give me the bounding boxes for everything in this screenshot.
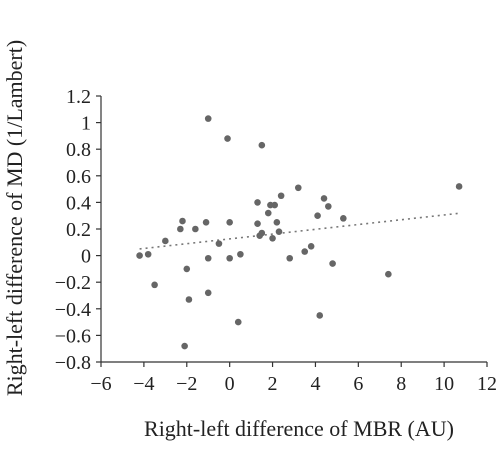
x-tick-label: 8 (396, 373, 406, 395)
y-tick-label: 0.8 (66, 139, 91, 161)
data-point (181, 342, 188, 350)
data-point (254, 220, 261, 227)
data-point (258, 141, 266, 149)
data-point (254, 199, 261, 206)
y-tick-label: −0.2 (55, 272, 91, 294)
y-tick-label: −0.4 (55, 299, 91, 321)
data-point (316, 312, 324, 319)
data-point (237, 250, 244, 258)
data-point (226, 219, 233, 226)
data-point (269, 235, 276, 242)
data-point (183, 265, 191, 273)
data-point (179, 217, 186, 225)
data-point (273, 219, 281, 226)
y-tick-label: 0 (81, 246, 91, 268)
data-point (204, 254, 212, 262)
data-point (202, 219, 210, 226)
y-tick-label: 0.2 (66, 219, 91, 241)
y-tick-label: 0.4 (66, 192, 91, 214)
y-tick-label: 1 (81, 113, 91, 135)
y-axis-title: Right-left difference of MD (1/Lambert) (2, 40, 27, 396)
y-tick-label: 1.2 (66, 86, 91, 108)
data-point (144, 250, 152, 258)
data-point (385, 270, 392, 278)
data-point (271, 201, 279, 209)
points-layer (136, 115, 463, 350)
data-point (136, 252, 143, 259)
y-tick-label: −0.8 (55, 352, 91, 374)
data-point (325, 203, 332, 210)
x-tick-label: 10 (434, 373, 454, 395)
data-point (204, 115, 212, 122)
trendline-layer (139, 212, 462, 250)
x-axis: −6 −4 −2 0 2 4 6 8 10 12 (90, 361, 497, 395)
y-tick-label: 0.6 (66, 166, 91, 188)
x-tick-label: −6 (90, 373, 111, 395)
data-point (277, 192, 285, 200)
data-point (224, 135, 231, 142)
x-tick-label: 4 (310, 373, 320, 395)
data-point (320, 195, 328, 202)
data-point (286, 254, 294, 262)
data-point (177, 225, 184, 233)
data-point (455, 183, 463, 190)
data-point (264, 209, 272, 217)
data-point (329, 260, 336, 267)
data-point (204, 289, 212, 297)
x-tick-label: 12 (477, 373, 497, 395)
data-point (258, 229, 266, 237)
y-tick-label: −0.6 (55, 325, 91, 347)
data-point (234, 318, 242, 326)
x-tick-label: −2 (176, 373, 197, 395)
data-point (307, 242, 315, 250)
data-point (226, 254, 233, 262)
y-axis: −0.8 −0.6 −0.4 −0.2 0 0.2 0.4 0.6 0.8 1 1.2 (55, 86, 102, 374)
data-point (185, 296, 193, 303)
data-point (275, 228, 283, 235)
data-point (192, 225, 199, 233)
x-tick-label: 0 (225, 373, 235, 395)
data-point (215, 240, 223, 247)
data-point (340, 215, 347, 222)
x-axis-title: Right-left difference of MBR (AU) (144, 416, 454, 441)
x-tick-label: −4 (133, 373, 154, 395)
x-tick-label: 6 (353, 373, 363, 395)
data-point (314, 212, 321, 219)
trendline (139, 212, 462, 250)
data-point (294, 184, 302, 192)
data-point (162, 237, 169, 245)
data-point (301, 248, 309, 255)
x-tick-label: 2 (268, 373, 278, 395)
data-point (151, 281, 158, 289)
